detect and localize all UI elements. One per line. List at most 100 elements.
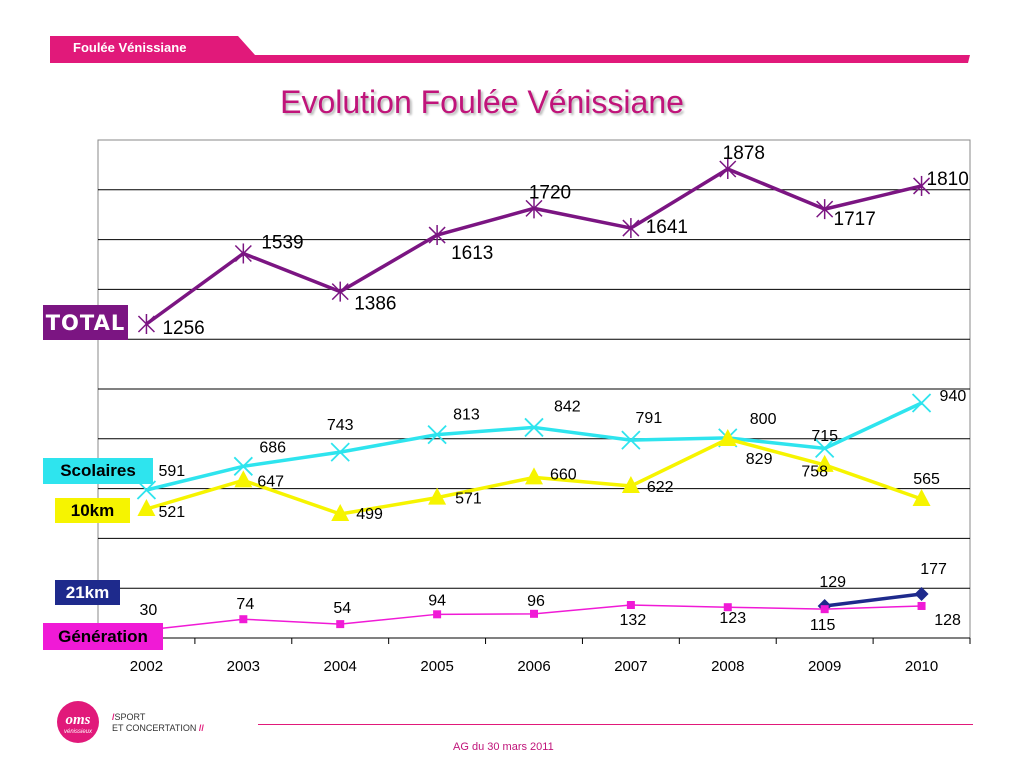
data-label: 1810 — [927, 169, 969, 190]
series-line-21km — [824, 592, 922, 608]
data-point — [433, 610, 442, 619]
data-point — [234, 243, 252, 264]
data-point — [239, 615, 248, 624]
data-label: 132 — [620, 612, 647, 629]
data-label: 571 — [455, 491, 482, 508]
x-tick-label: 2004 — [324, 658, 357, 675]
data-point — [914, 587, 929, 601]
series-label-21km: 21km — [55, 580, 120, 605]
x-tick-label: 2005 — [420, 658, 453, 675]
data-label: 521 — [158, 504, 185, 521]
data-label: 94 — [428, 592, 446, 609]
data-label: 829 — [746, 451, 773, 468]
chart-title: Evolution Foulée Vénissiane — [280, 84, 684, 120]
x-tick-label: 2006 — [517, 658, 550, 675]
data-point — [917, 601, 926, 610]
series-label-scolaires: Scolaires — [43, 458, 153, 484]
data-label: 177 — [920, 561, 947, 578]
data-point — [427, 425, 447, 445]
data-point — [331, 504, 350, 521]
series-layer — [136, 159, 932, 634]
data-point — [525, 198, 543, 219]
data-label: 800 — [750, 411, 777, 428]
data-label: 96 — [527, 593, 545, 610]
data-point — [718, 429, 737, 446]
oms-logo: oms vénissieux — [57, 701, 99, 743]
footer-caption: AG du 30 mars 2011 — [453, 741, 554, 753]
data-label: 1613 — [451, 243, 493, 264]
data-point — [912, 489, 931, 506]
data-label: 499 — [356, 506, 383, 523]
x-tick-label: 2010 — [905, 658, 938, 675]
data-point — [621, 430, 641, 450]
data-label: 1256 — [162, 318, 204, 339]
data-point — [428, 225, 446, 246]
data-label: 1878 — [723, 143, 765, 164]
brand-line-2: ET CONCERTATION — [112, 723, 197, 733]
data-label: 123 — [719, 610, 746, 627]
data-point — [330, 442, 350, 462]
data-label: 842 — [554, 398, 581, 415]
data-point — [525, 467, 543, 485]
data-labels-layer: 1256 1539 1386 1613 1720 1641 1878 1717 1810 591 6… — [140, 143, 969, 634]
data-point — [815, 454, 834, 472]
data-point — [234, 470, 253, 488]
data-label: 74 — [236, 596, 254, 613]
data-label: 660 — [550, 466, 577, 483]
svg-text:oms: oms — [65, 712, 90, 728]
data-label: 1717 — [834, 209, 876, 230]
data-point — [336, 620, 345, 629]
data-label: 813 — [453, 407, 480, 424]
data-point — [136, 480, 157, 500]
data-label: 30 — [140, 602, 158, 619]
data-point — [524, 417, 544, 438]
grid-layer — [97, 139, 971, 639]
data-point — [622, 218, 640, 239]
data-point — [911, 393, 932, 413]
data-point — [815, 438, 835, 459]
line-chart: 1256 1539 1386 1613 1720 1641 1878 1717 1810 591 6… — [97, 139, 971, 675]
data-point — [719, 159, 737, 179]
data-label: 591 — [158, 463, 185, 480]
x-axis: 2002 2003 2004 2005 2006 2007 2008 2009 2010 — [97, 637, 971, 675]
data-label: 1720 — [529, 182, 571, 203]
data-point — [913, 175, 931, 196]
data-point — [820, 605, 829, 614]
x-tick-label: 2008 — [711, 658, 744, 675]
header-banner — [50, 36, 970, 63]
data-point — [723, 603, 732, 612]
data-point — [428, 487, 447, 505]
footer-divider — [258, 724, 973, 725]
data-label: 743 — [327, 417, 354, 434]
svg-text:vénissieux: vénissieux — [64, 729, 93, 735]
header-label: Foulée Vénissiane — [73, 40, 187, 55]
data-label: 1386 — [354, 294, 396, 315]
data-label: 715 — [811, 428, 838, 445]
data-point — [233, 456, 253, 476]
data-label: 622 — [647, 479, 674, 496]
data-label: 647 — [257, 473, 284, 490]
x-tick-label: 2003 — [227, 658, 260, 675]
data-point — [621, 476, 640, 494]
data-label: 686 — [259, 439, 286, 456]
x-tick-label: 2007 — [614, 658, 647, 675]
data-point — [137, 314, 155, 334]
footer-brand: /SPORT ET CONCERTATION // — [112, 712, 204, 733]
series-label-10km: 10km — [55, 498, 130, 523]
data-point — [137, 499, 156, 516]
data-label: 1539 — [261, 232, 303, 253]
data-point — [626, 601, 635, 609]
data-label: 940 — [940, 388, 967, 405]
series-label-generation: Génération — [43, 623, 163, 650]
x-tick-label: 2002 — [130, 658, 163, 675]
data-label: 758 — [801, 463, 828, 480]
x-tick-label: 2009 — [808, 658, 841, 675]
data-label: 128 — [934, 612, 961, 629]
series-label-total: TOTAL — [43, 305, 128, 340]
data-label: 791 — [636, 410, 663, 427]
data-point — [331, 281, 349, 302]
data-label: 115 — [810, 617, 836, 634]
brand-line-1: SPORT — [114, 712, 146, 722]
data-label: 54 — [333, 600, 351, 617]
data-point — [816, 199, 834, 220]
